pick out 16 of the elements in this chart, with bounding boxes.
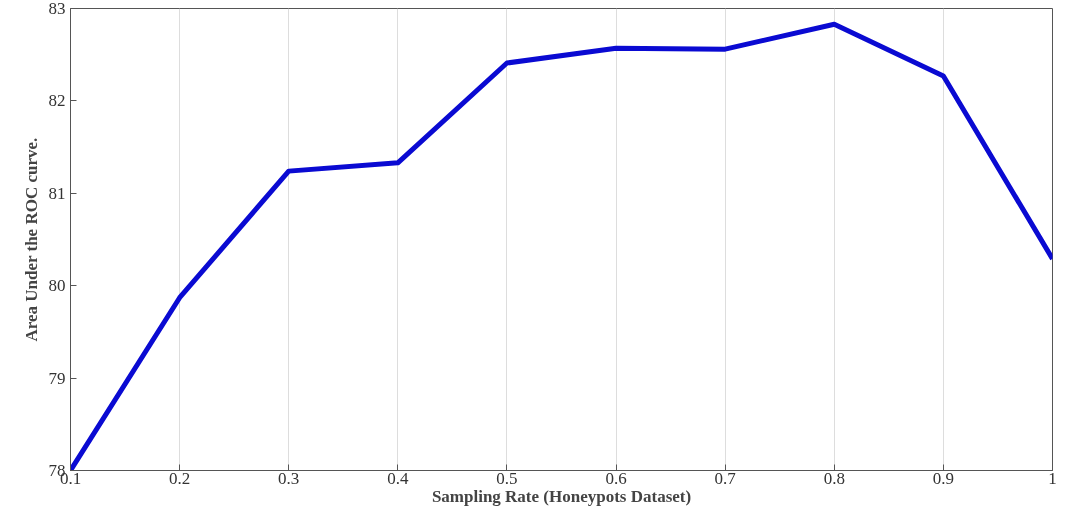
y-tick-label: 80: [48, 276, 66, 296]
x-tick-label: 1: [1048, 468, 1057, 488]
x-tick-label: 0.5: [496, 468, 518, 488]
x-tick-label: 0.9: [932, 468, 955, 488]
x-tick-label: 0.4: [387, 468, 409, 488]
y-axis-title: Area Under the ROC curve.: [21, 137, 41, 342]
x-axis-title: Sampling Rate (Honeypots Dataset): [431, 486, 692, 506]
x-tick-label: 0.7: [714, 468, 737, 488]
x-tick-label: 0.3: [278, 468, 300, 488]
y-tick-label: 83: [48, 0, 66, 18]
y-tick-label: 79: [48, 368, 66, 388]
x-tick-label: 0.2: [168, 468, 191, 488]
y-tick-label: 81: [48, 183, 66, 203]
x-tick-label: 0.8: [823, 468, 845, 488]
y-tick-label: 82: [48, 91, 66, 111]
x-tick-label: 0.6: [605, 468, 627, 488]
